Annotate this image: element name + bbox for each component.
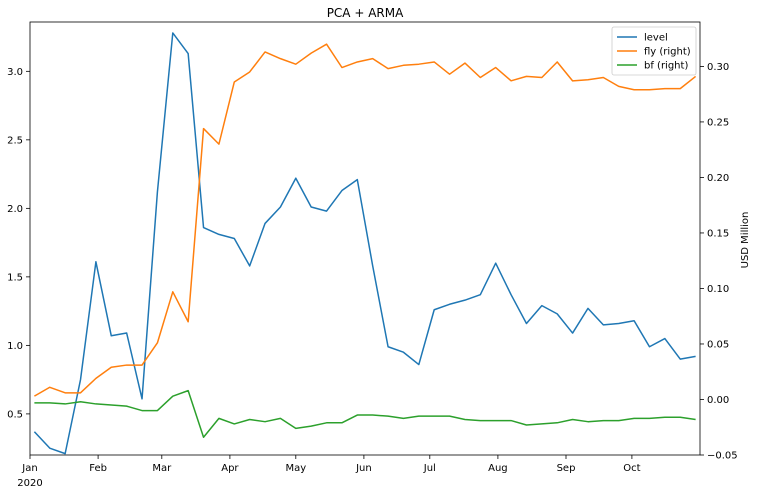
series-layer bbox=[33, 32, 697, 455]
plot-area bbox=[29, 21, 701, 456]
left-y-tick-label: 2.0 bbox=[7, 204, 23, 215]
x-tick-label: Jul bbox=[423, 463, 436, 474]
x-axis: Jan Feb Mar Apr May Jun Jul Aug Sep Oct bbox=[21, 455, 641, 474]
right-y-tick-label: 0.30 bbox=[707, 62, 729, 73]
right-y-tick-label: 0.00 bbox=[707, 395, 729, 406]
plot-frame bbox=[29, 21, 701, 456]
x-tick-label: Aug bbox=[488, 463, 508, 474]
right-axis-label: USD Million bbox=[740, 212, 751, 269]
x-year-label: 2020 bbox=[17, 478, 42, 489]
x-tick-label: Apr bbox=[221, 463, 239, 474]
right-y-axis: −0.05 0.00 0.05 0.10 0.15 0.20 0.25 0.30 bbox=[700, 62, 738, 462]
right-y-tick-label: −0.05 bbox=[707, 451, 738, 462]
x-tick-label: May bbox=[285, 463, 306, 474]
legend-entry-label: level bbox=[644, 33, 668, 44]
legend: level fly (right) bf (right) bbox=[611, 26, 697, 76]
left-y-tick-label: 1.0 bbox=[7, 341, 23, 352]
right-y-tick-label: 0.20 bbox=[707, 173, 729, 184]
x-tick-label: Feb bbox=[89, 463, 107, 474]
legend-entry-label: bf (right) bbox=[644, 61, 688, 72]
x-tick-label: Sep bbox=[557, 463, 576, 474]
x-tick-label: Mar bbox=[152, 463, 172, 474]
x-tick-label: Jun bbox=[355, 463, 372, 474]
series-line-bf-right bbox=[34, 389, 696, 438]
legend-entry-label: fly (right) bbox=[644, 47, 691, 58]
left-y-tick-label: 3.0 bbox=[7, 67, 23, 78]
chart-title: PCA + ARMA bbox=[327, 6, 404, 20]
left-y-tick-label: 1.5 bbox=[7, 272, 23, 283]
right-y-tick-label: 0.25 bbox=[707, 117, 729, 128]
left-y-tick-label: 0.5 bbox=[7, 409, 23, 420]
left-y-tick-label: 2.5 bbox=[7, 135, 23, 146]
left-y-axis: 0.5 1.0 1.5 2.0 2.5 3.0 bbox=[7, 67, 30, 420]
x-tick-label: Oct bbox=[623, 463, 640, 474]
right-y-tick-label: 0.10 bbox=[707, 284, 729, 295]
right-y-tick-label: 0.15 bbox=[707, 228, 729, 239]
series-line-fly-right bbox=[34, 43, 697, 397]
legend-box bbox=[611, 26, 697, 76]
series-line-level bbox=[33, 32, 696, 455]
right-y-tick-label: 0.05 bbox=[707, 339, 729, 350]
x-tick-label: Jan bbox=[21, 463, 37, 474]
